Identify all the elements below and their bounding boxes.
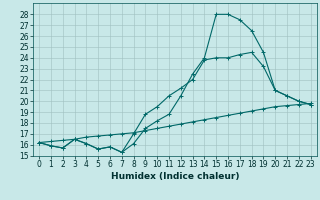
X-axis label: Humidex (Indice chaleur): Humidex (Indice chaleur) — [111, 172, 239, 181]
